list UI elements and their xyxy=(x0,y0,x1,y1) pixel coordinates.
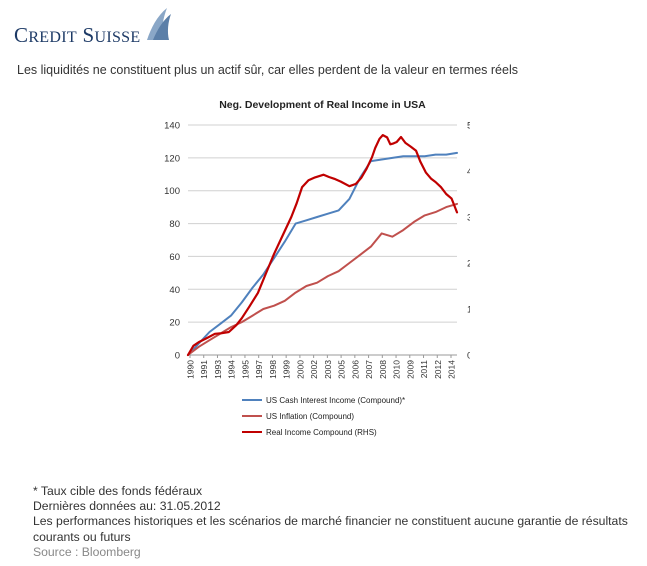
y2-tick-label: 20 xyxy=(467,259,470,270)
x-tick-label: 2003 xyxy=(323,360,333,379)
x-tick-label: 2007 xyxy=(364,360,374,379)
x-tick-label: 2000 xyxy=(295,360,305,379)
series-line-1 xyxy=(187,151,458,356)
y2-tick-label: 0 xyxy=(467,351,470,362)
x-tick-label: 2006 xyxy=(350,360,360,379)
x-tick-label: 2010 xyxy=(392,360,402,379)
y2-tick-label: 10 xyxy=(467,305,470,316)
y-tick-label: 120 xyxy=(164,153,180,164)
series-line-3 xyxy=(186,133,459,357)
y-tick-label: 40 xyxy=(169,285,180,296)
series-line-2 xyxy=(187,202,458,356)
y2-tick-label: 50 xyxy=(467,121,470,132)
x-tick-label: 2008 xyxy=(378,360,388,379)
chart-container: Neg. Development of Real Income in USA 0 2… xyxy=(160,92,470,447)
y-tick-label: 140 xyxy=(164,121,180,132)
footnote-source: Source : Bloomberg xyxy=(33,544,141,559)
footnote-federal-funds: * Taux cible des fonds fédéraux xyxy=(33,484,203,498)
page-headline: Les liquidités ne constituent plus un ac… xyxy=(17,63,518,77)
x-tick-label: 2005 xyxy=(337,360,347,379)
y-tick-label: 80 xyxy=(169,219,180,230)
x-tick-label: 1997 xyxy=(254,360,264,379)
y-tick-label: 60 xyxy=(169,252,180,263)
x-tick-label: 2011 xyxy=(419,360,429,379)
y2-tick-label: 30 xyxy=(467,213,470,224)
y-tick-label: 0 xyxy=(175,351,180,362)
x-tick-label: 1999 xyxy=(282,360,292,379)
x-tick-label: 1993 xyxy=(213,360,223,379)
brand-wordmark: CREDIT SUISSE xyxy=(14,23,141,47)
footnote-data-date: Dernières données au: 31.05.2012 xyxy=(33,499,221,514)
y-tick-label: 20 xyxy=(169,318,180,329)
legend-label: Real Income Compound (RHS) xyxy=(266,428,377,437)
x-tick-label: 1990 xyxy=(186,360,196,379)
footnotes: * Taux cible des fonds fédéraux Dernière… xyxy=(33,484,643,560)
y-tick-label: 100 xyxy=(164,186,180,197)
x-tick-label: 1994 xyxy=(227,360,237,379)
x-tick-label: 2009 xyxy=(405,360,415,379)
x-tick-label: 2002 xyxy=(309,360,319,379)
real-income-chart: Neg. Development of Real Income in USA02… xyxy=(164,99,470,437)
footnote-disclaimer: Les performances historiques et les scén… xyxy=(33,514,628,544)
brand-logo: CREDIT SUISSE xyxy=(14,8,171,48)
x-tick-label: 1998 xyxy=(268,360,278,379)
x-tick-label: 1991 xyxy=(199,360,209,379)
legend-label: US Cash Interest Income (Compound)* xyxy=(266,396,405,405)
legend-label: US Inflation (Compound) xyxy=(266,412,354,421)
x-tick-label: 1995 xyxy=(240,360,250,379)
chart-title: Neg. Development of Real Income in USA xyxy=(219,99,426,111)
y2-tick-label: 40 xyxy=(467,167,470,178)
x-tick-label: 2014 xyxy=(447,360,457,379)
x-tick-label: 2012 xyxy=(433,360,443,379)
sails-logo-icon xyxy=(147,8,171,40)
